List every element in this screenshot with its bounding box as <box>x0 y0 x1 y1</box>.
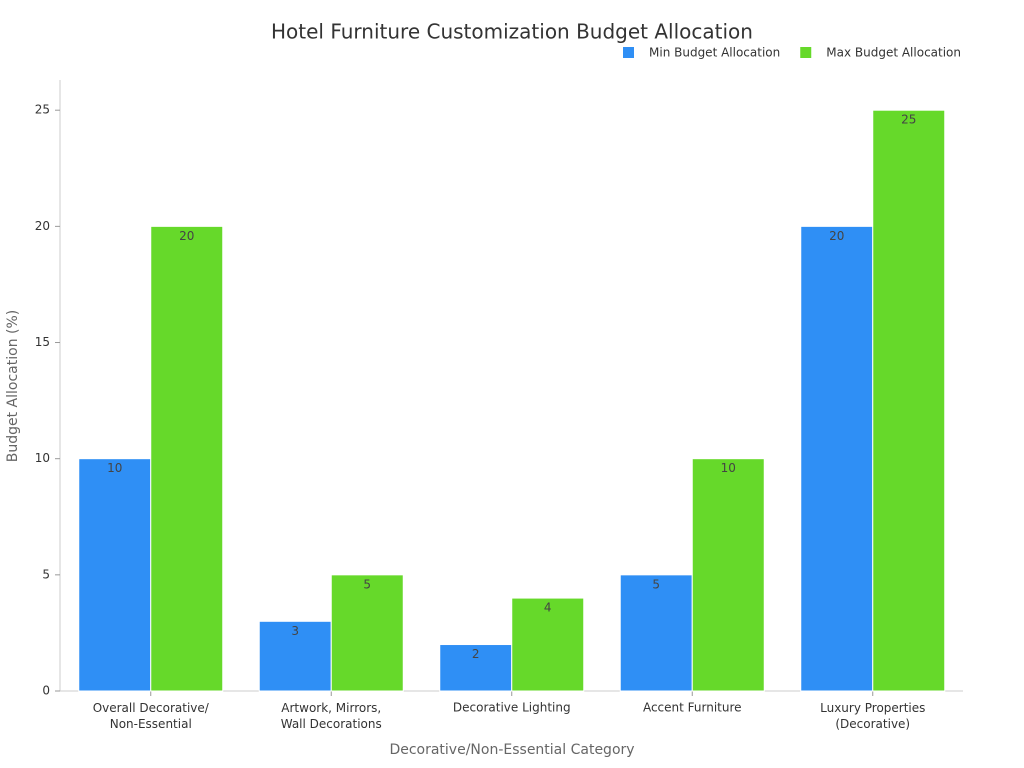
value-label: 5 <box>363 577 371 591</box>
value-label: 20 <box>829 229 844 243</box>
bar <box>439 644 513 692</box>
value-label: 10 <box>107 461 122 475</box>
legend-label: Min Budget Allocation <box>649 46 780 60</box>
value-label: 3 <box>291 624 299 638</box>
value-label: 20 <box>179 229 194 243</box>
bar <box>511 597 585 692</box>
bar <box>78 458 152 692</box>
value-label: 2 <box>472 647 480 661</box>
bar <box>330 574 404 692</box>
bar <box>800 225 874 692</box>
y-tick-label: 25 <box>35 103 50 117</box>
y-tick-label: 10 <box>35 451 50 465</box>
legend-label: Max Budget Allocation <box>826 46 961 60</box>
legend-swatch <box>623 47 634 58</box>
value-label: 5 <box>652 577 660 591</box>
value-label: 10 <box>721 461 736 475</box>
x-tick-label: Artwork, Mirrors, Wall Decorations <box>281 701 382 731</box>
x-tick-label: Decorative Lighting <box>453 701 571 715</box>
y-tick-label: 0 <box>42 684 50 698</box>
bar <box>619 574 693 692</box>
y-tick-label: 15 <box>35 335 50 349</box>
legend-swatch <box>800 47 812 58</box>
y-tick-label: 20 <box>35 219 50 233</box>
y-axis-title: Budget Allocation (%) <box>5 310 21 463</box>
bar <box>150 225 224 692</box>
chart-title: Hotel Furniture Customization Budget All… <box>271 20 753 44</box>
x-tick-label: Luxury Properties (Decorative) <box>820 701 925 731</box>
y-tick-label: 5 <box>42 567 50 581</box>
bar <box>691 458 765 692</box>
x-axis-title: Decorative/Non-Essential Category <box>389 742 634 758</box>
value-label: 4 <box>544 601 552 615</box>
value-label: 25 <box>901 113 916 127</box>
x-tick-label: Overall Decorative/Non-Essential <box>93 701 210 731</box>
x-tick-label: Accent Furniture <box>643 701 742 715</box>
bar <box>872 109 946 692</box>
